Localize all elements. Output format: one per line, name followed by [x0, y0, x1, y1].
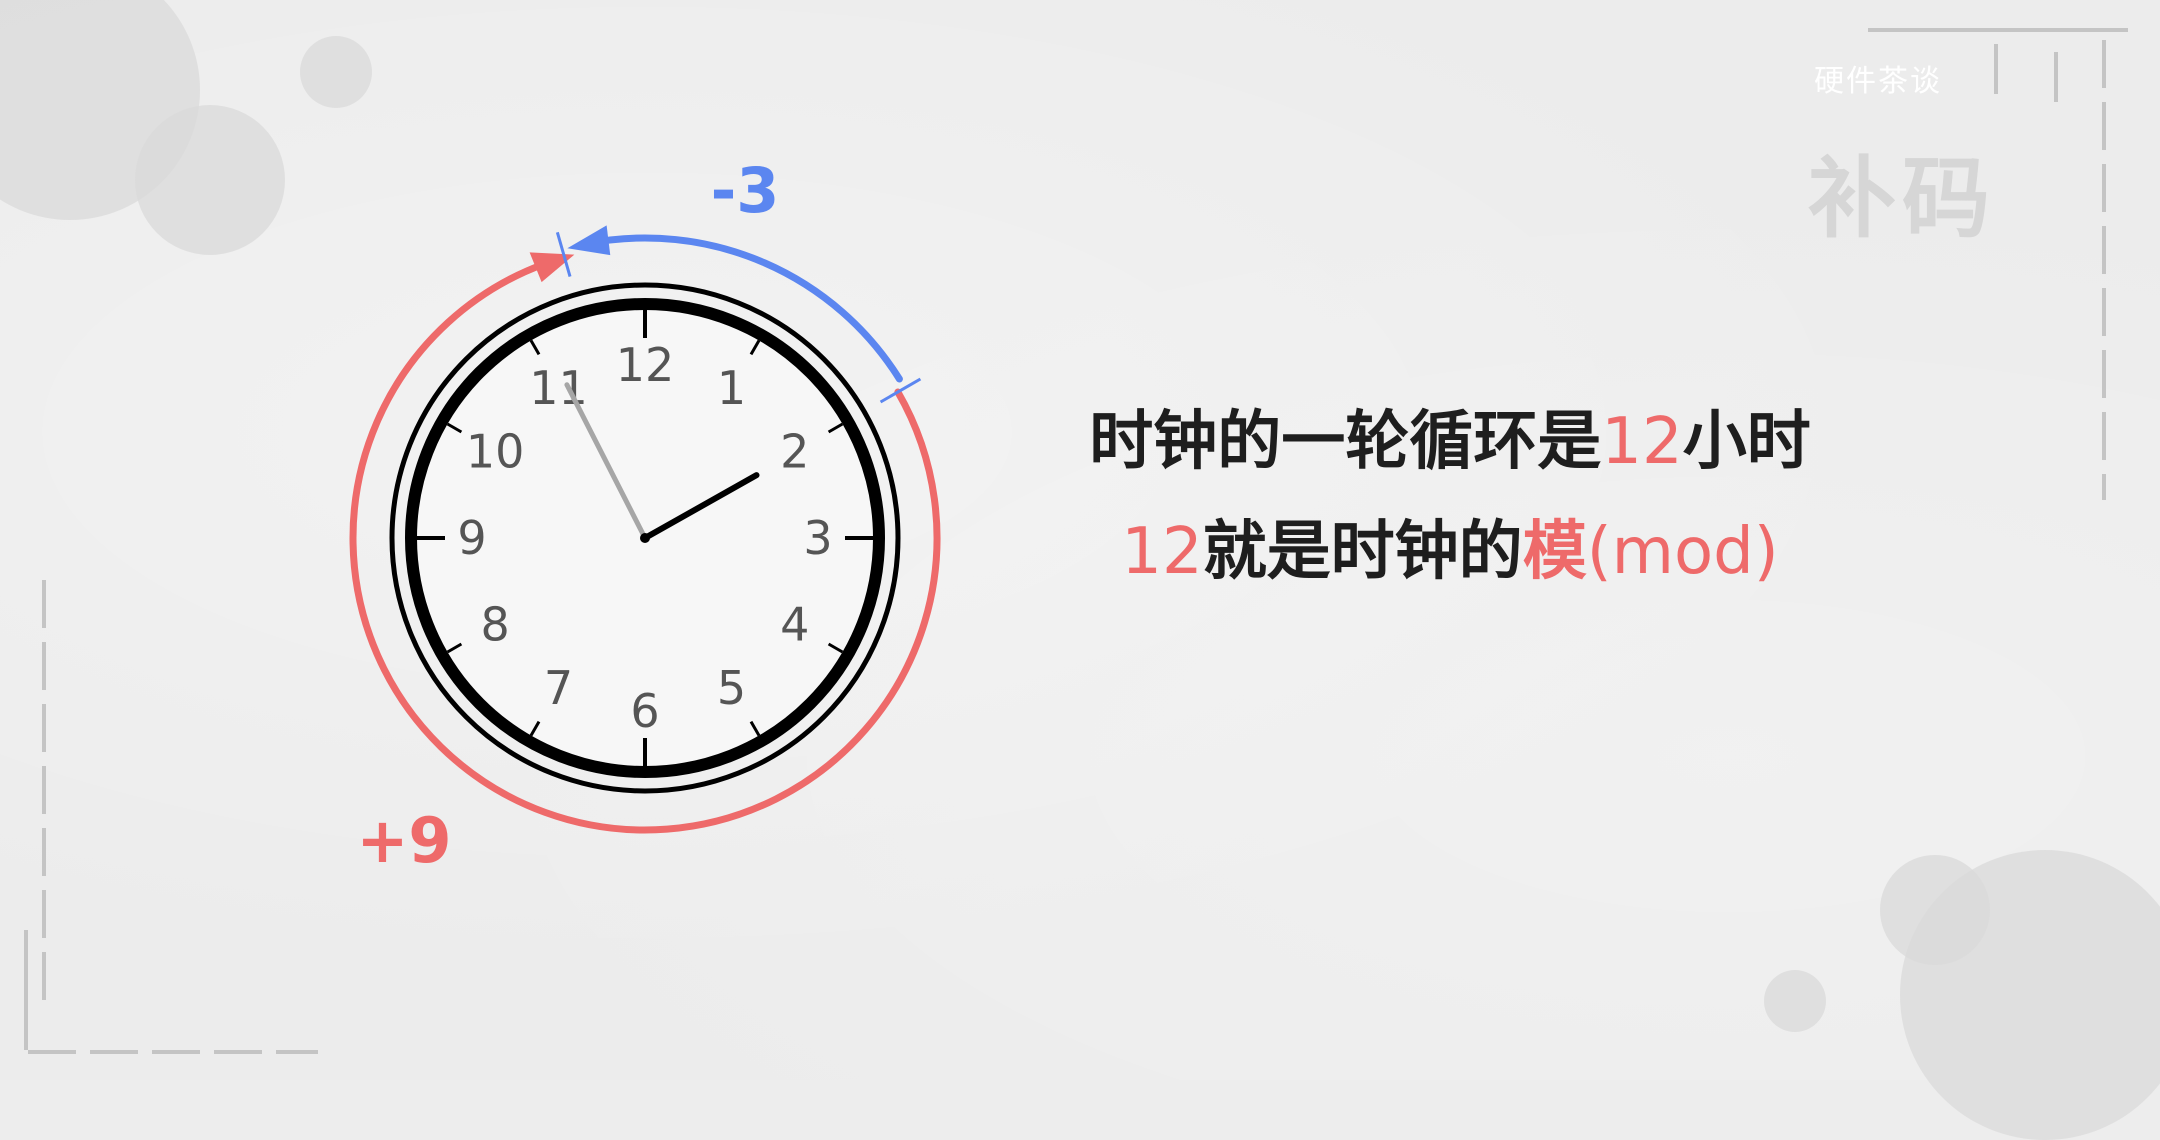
- backward-label: -3: [711, 154, 780, 227]
- paper-background: [0, 0, 2160, 1080]
- clock-numeral-9: 9: [457, 511, 486, 565]
- clock-numeral-10: 10: [466, 425, 525, 479]
- caption-text: 小时: [1682, 405, 1811, 479]
- decor-bubble: [1764, 970, 1826, 1032]
- frame-left-inner: [24, 930, 28, 1050]
- decor-bubble: [1880, 855, 1990, 965]
- clock-ticks: [417, 310, 873, 766]
- clock-numeral-5: 5: [717, 661, 746, 715]
- clock-tick: [827, 642, 844, 654]
- caption-text: 时钟的一轮循环是: [1089, 405, 1602, 479]
- boundary-tick-12: [555, 231, 572, 277]
- minute-hand: [564, 382, 648, 541]
- clock-outer-rim: [389, 282, 901, 794]
- forward-arrowhead: [529, 252, 575, 283]
- caption-text: 就是时钟的: [1202, 515, 1523, 589]
- frame-bottom-dashes: [28, 1050, 318, 1054]
- decor-bubble: [135, 105, 285, 255]
- clock-tick: [529, 339, 541, 356]
- clock-numeral-4: 4: [780, 598, 809, 652]
- forward-label: +9: [356, 804, 451, 877]
- clock-numeral-2: 2: [780, 425, 809, 479]
- frame-right-inner: [1994, 44, 1998, 94]
- forward-arc: [349, 260, 941, 834]
- clock-tick: [749, 720, 761, 737]
- caption-mod: (mod): [1586, 515, 1779, 589]
- backward-arrowhead: [567, 225, 611, 256]
- clock-numeral-8: 8: [481, 598, 510, 652]
- frame-top-line: [1868, 28, 2128, 32]
- caption-number-12: 12: [1601, 405, 1683, 479]
- clock-numeral-1: 1: [717, 361, 746, 415]
- clock-numeral-7: 7: [544, 661, 573, 715]
- hour-hand: [642, 472, 760, 541]
- page-title: 补码: [1808, 147, 1997, 250]
- backward-arc: [584, 234, 903, 383]
- caption-number-12: 12: [1121, 515, 1203, 589]
- decor-bubble: [300, 36, 372, 108]
- clock-tick: [446, 422, 463, 434]
- clock-tick: [827, 422, 844, 434]
- clock-numeral-6: 6: [630, 684, 659, 738]
- brand-watermark: 硬件茶谈: [1814, 64, 1942, 99]
- caption-keyword-mod: 模: [1522, 515, 1587, 589]
- clock-tick: [446, 642, 463, 654]
- frame-right-inner-2: [2054, 52, 2058, 102]
- clock-tick: [749, 339, 761, 356]
- clock-center: [640, 533, 650, 543]
- clock-tick: [529, 720, 541, 737]
- clock-numeral-12: 12: [616, 338, 675, 392]
- boundary-tick-2: [879, 377, 922, 404]
- clock-numeral-3: 3: [803, 511, 832, 565]
- frame-left-dashes: [42, 580, 46, 1000]
- caption-line-1: 时钟的一轮循环是12小时: [1040, 390, 1860, 482]
- frame-right-dashes: [2102, 40, 2106, 500]
- caption-line-2: 12就是时钟的模(mod): [1040, 500, 1860, 592]
